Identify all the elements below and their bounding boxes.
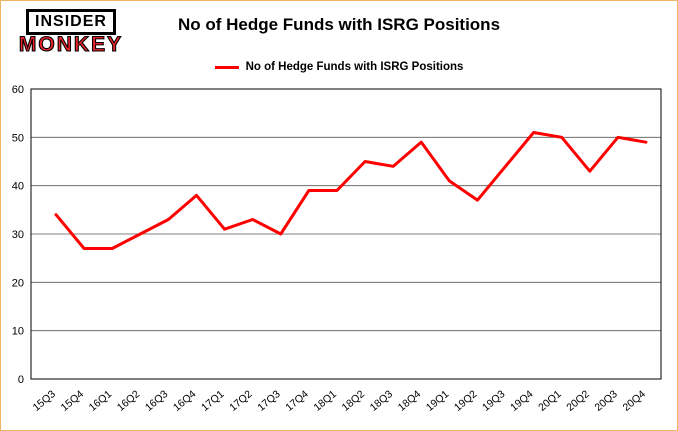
x-tick-label: 19Q1 (424, 388, 452, 414)
x-tick-label: 18Q2 (340, 388, 368, 414)
gridlines (31, 88, 661, 332)
legend-label: No of Hedge Funds with ISRG Positions (245, 61, 464, 73)
x-tick-label: 15Q3 (31, 388, 59, 414)
x-tick-label: 18Q4 (396, 388, 424, 414)
x-tick-label: 18Q3 (368, 388, 396, 414)
insider-monkey-logo: INSIDER MONKEY (11, 9, 131, 56)
x-tick-label: 20Q2 (564, 388, 592, 414)
x-tick-label: 17Q3 (255, 388, 283, 414)
x-tick-label: 17Q1 (199, 388, 227, 414)
y-tick-label: 10 (12, 326, 24, 338)
x-tick-label: 16Q2 (115, 388, 143, 414)
y-axis-tick-labels: 0 10 20 30 40 50 60 (12, 84, 24, 386)
x-tick-label: 16Q4 (171, 388, 199, 414)
x-tick-label: 16Q3 (143, 388, 171, 414)
x-axis-tick-labels: 15Q3 15Q4 16Q1 16Q2 16Q3 16Q4 17Q1 17Q2 17Q3 17Q4… (31, 388, 649, 414)
logo-monkey-text: MONKEY (18, 33, 124, 57)
legend: No of Hedge Funds with ISRG Positions (1, 61, 677, 73)
legend-line-swatch (214, 65, 239, 69)
chart-title: No of Hedge Funds with ISRG Positions (177, 15, 501, 34)
x-tick-label: 20Q3 (592, 388, 620, 414)
x-tick-label: 20Q4 (621, 388, 649, 414)
series-line (54, 131, 648, 250)
x-tick-label: 15Q4 (59, 388, 87, 414)
y-tick-label: 20 (12, 277, 24, 289)
x-tick-label: 18Q1 (311, 388, 339, 414)
x-tick-label: 19Q3 (480, 388, 508, 414)
y-tick-label: 40 (12, 181, 24, 193)
y-tick-label: 60 (12, 84, 24, 96)
x-tick-label: 20Q1 (536, 388, 564, 414)
y-tick-label: 0 (18, 374, 24, 386)
x-tick-label: 16Q1 (87, 388, 115, 414)
x-tick-label: 19Q2 (452, 388, 480, 414)
logo-insider-text: INSIDER (26, 9, 116, 36)
x-tick-label: 17Q2 (227, 388, 255, 414)
x-tick-label: 19Q4 (508, 388, 536, 414)
x-tick-label: 17Q4 (283, 388, 311, 414)
y-tick-label: 30 (12, 229, 24, 241)
plot-frame (30, 88, 662, 380)
y-tick-label: 50 (12, 132, 24, 144)
